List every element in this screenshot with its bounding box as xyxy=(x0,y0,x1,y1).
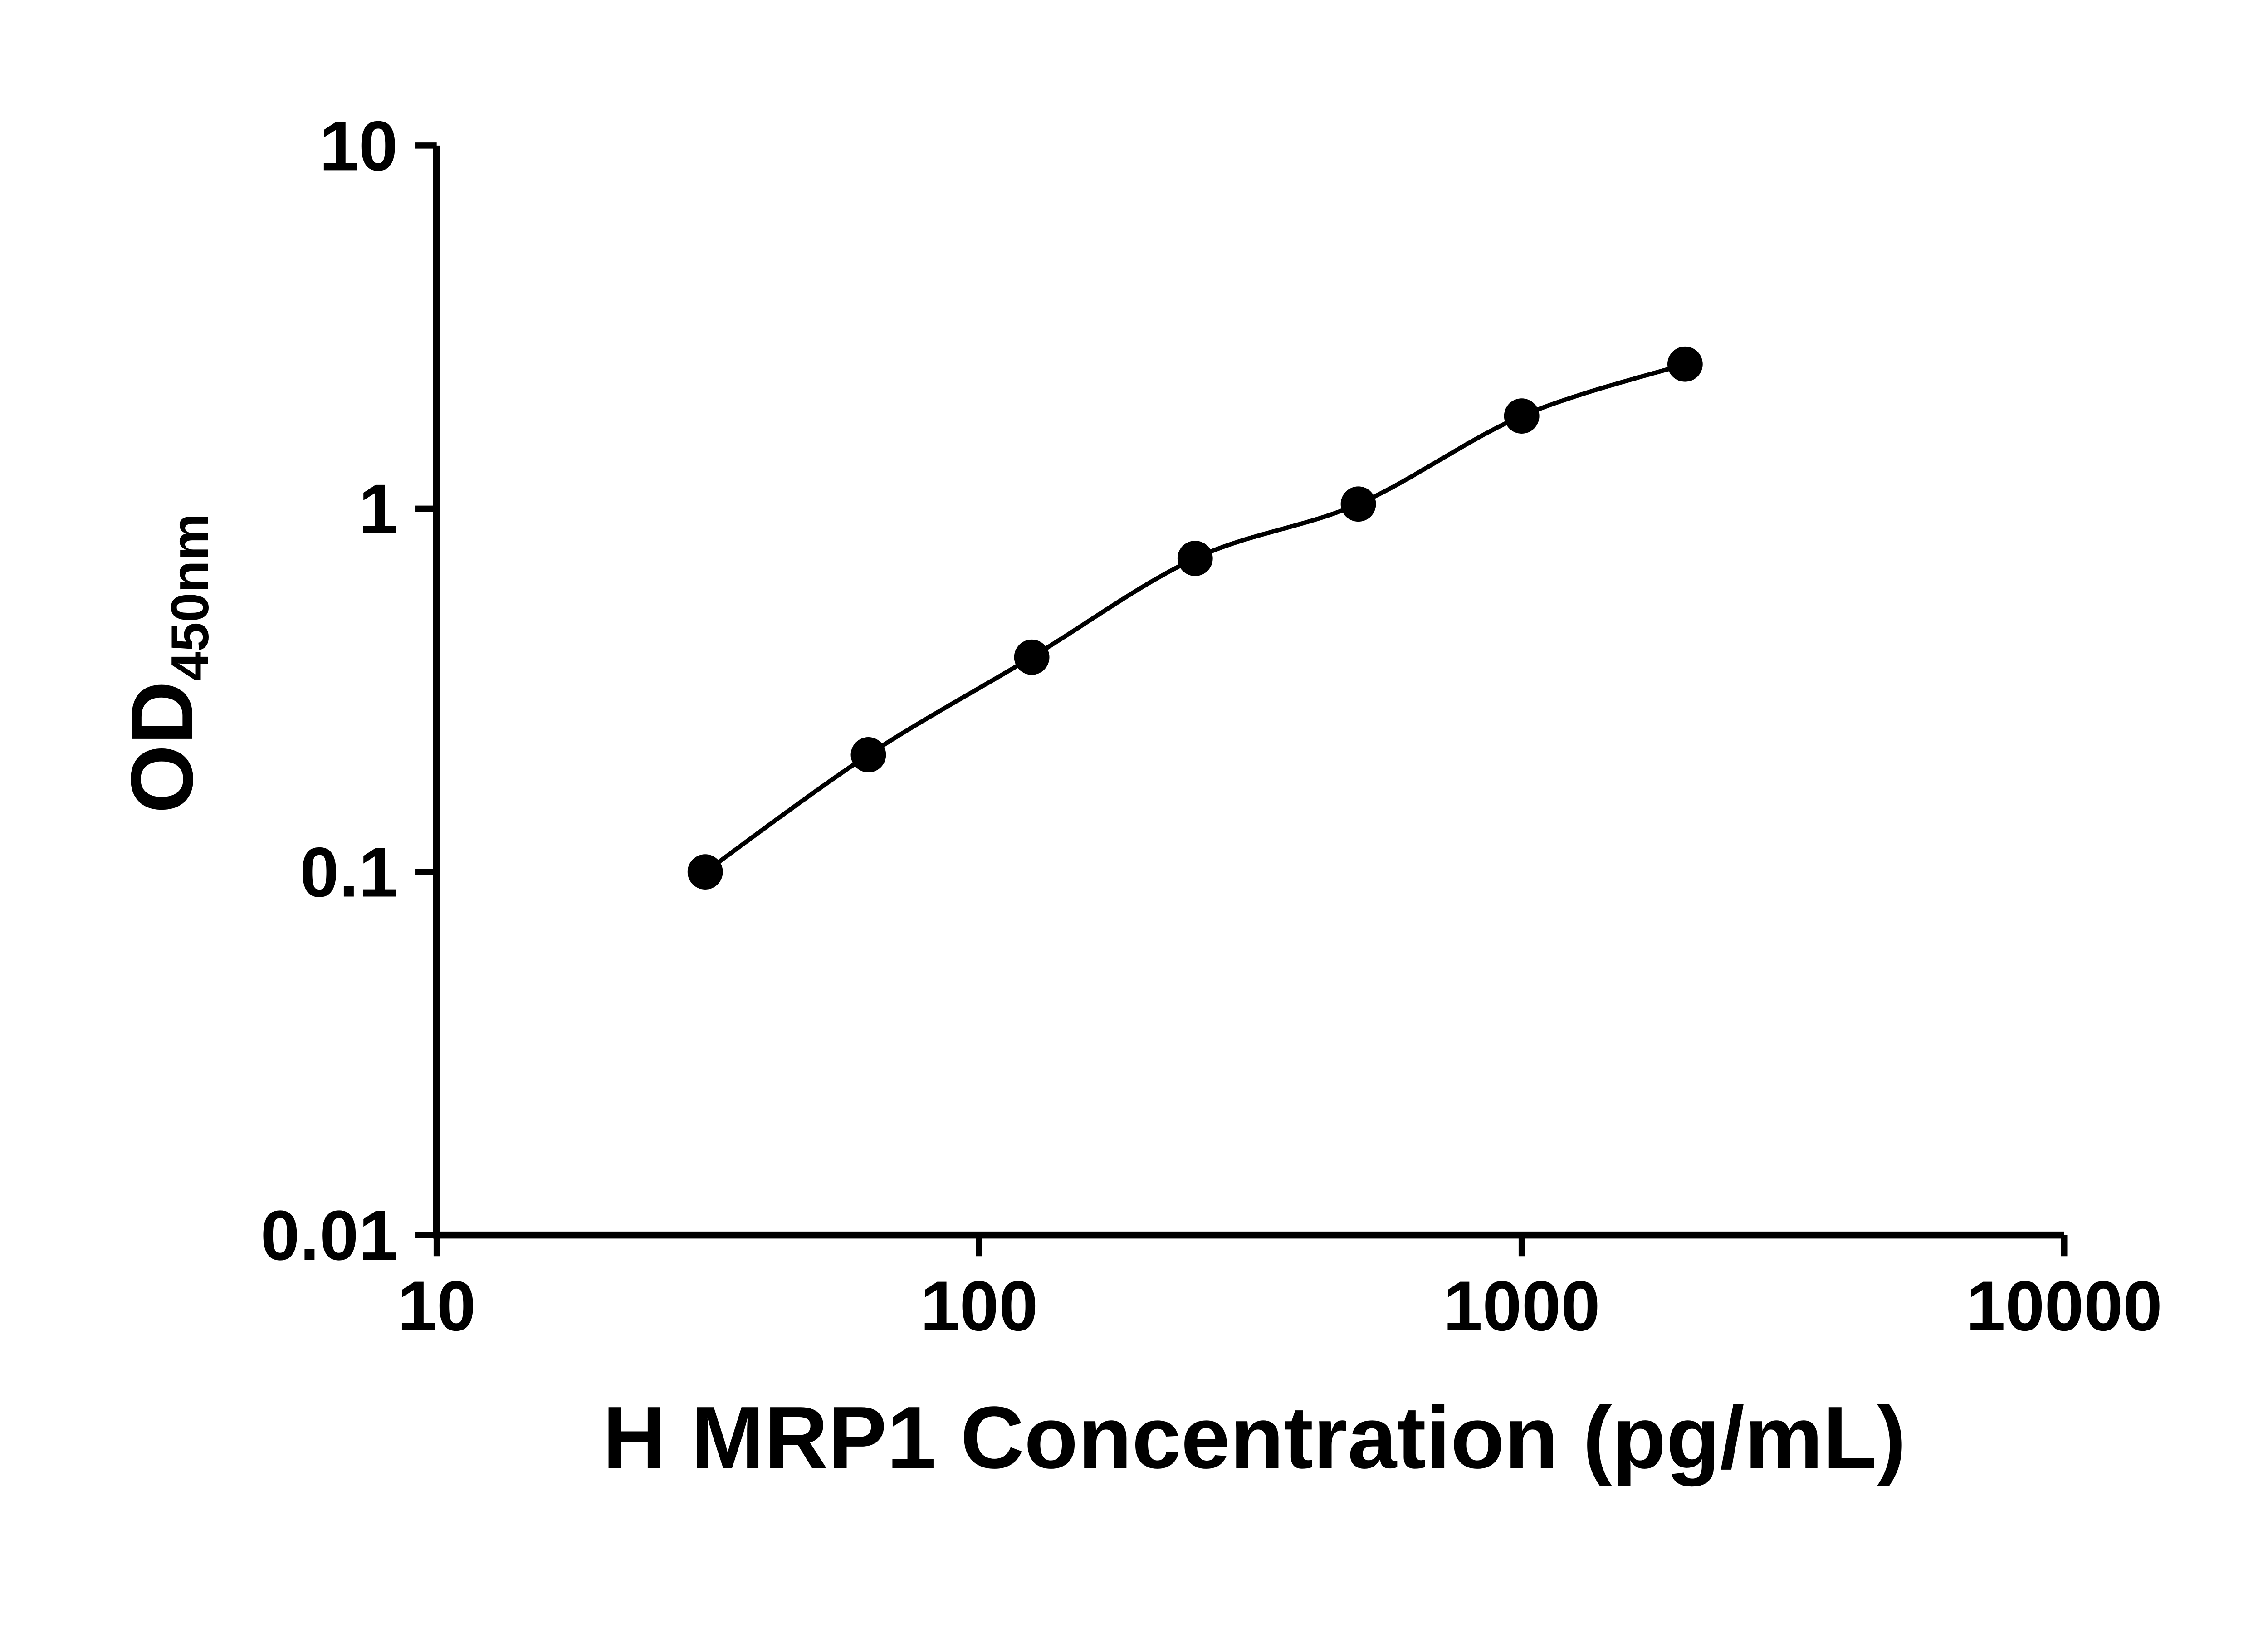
data-point xyxy=(1667,346,1703,382)
data-point xyxy=(1014,639,1050,675)
x-axis-tick-label: 1000 xyxy=(1443,1266,1600,1345)
y-axis-title: OD450nm xyxy=(113,513,220,813)
elisa-standard-curve-figure: 10 100 1000 10000 0.01 0.1 1 10 OD450nm H MRP1 … xyxy=(113,106,2163,1487)
data-point xyxy=(1177,541,1213,576)
x-axis-tick-label: 10000 xyxy=(1966,1266,2162,1345)
y-axis-title-subscript: 450nm xyxy=(160,513,220,681)
x-axis-tick-label: 100 xyxy=(920,1266,1038,1345)
axis-ticks xyxy=(415,142,2068,1257)
y-axis-tick-label: 1 xyxy=(359,469,398,548)
axis-lines xyxy=(433,145,2064,1239)
data-point xyxy=(687,854,723,890)
y-axis-tick-label: 10 xyxy=(319,106,398,185)
data-point xyxy=(1340,486,1376,522)
x-axis-tick-label: 10 xyxy=(397,1266,476,1345)
y-axis-tick-label: 0.1 xyxy=(300,832,398,911)
x-axis-title: H MRP1 Concentration (pg/mL) xyxy=(603,1389,1906,1487)
axis-tick-labels: 10 100 1000 10000 0.01 0.1 1 10 xyxy=(260,106,2162,1345)
chart-canvas: 10 100 1000 10000 0.01 0.1 1 10 OD450nm H MRP1 … xyxy=(113,106,2162,1487)
standard-curve-line xyxy=(704,362,1686,874)
data-point xyxy=(850,737,886,772)
data-point xyxy=(1504,398,1540,434)
data-points xyxy=(687,346,1703,890)
y-axis-tick-label: 0.01 xyxy=(260,1196,398,1275)
y-axis-title-main: OD xyxy=(113,681,211,813)
